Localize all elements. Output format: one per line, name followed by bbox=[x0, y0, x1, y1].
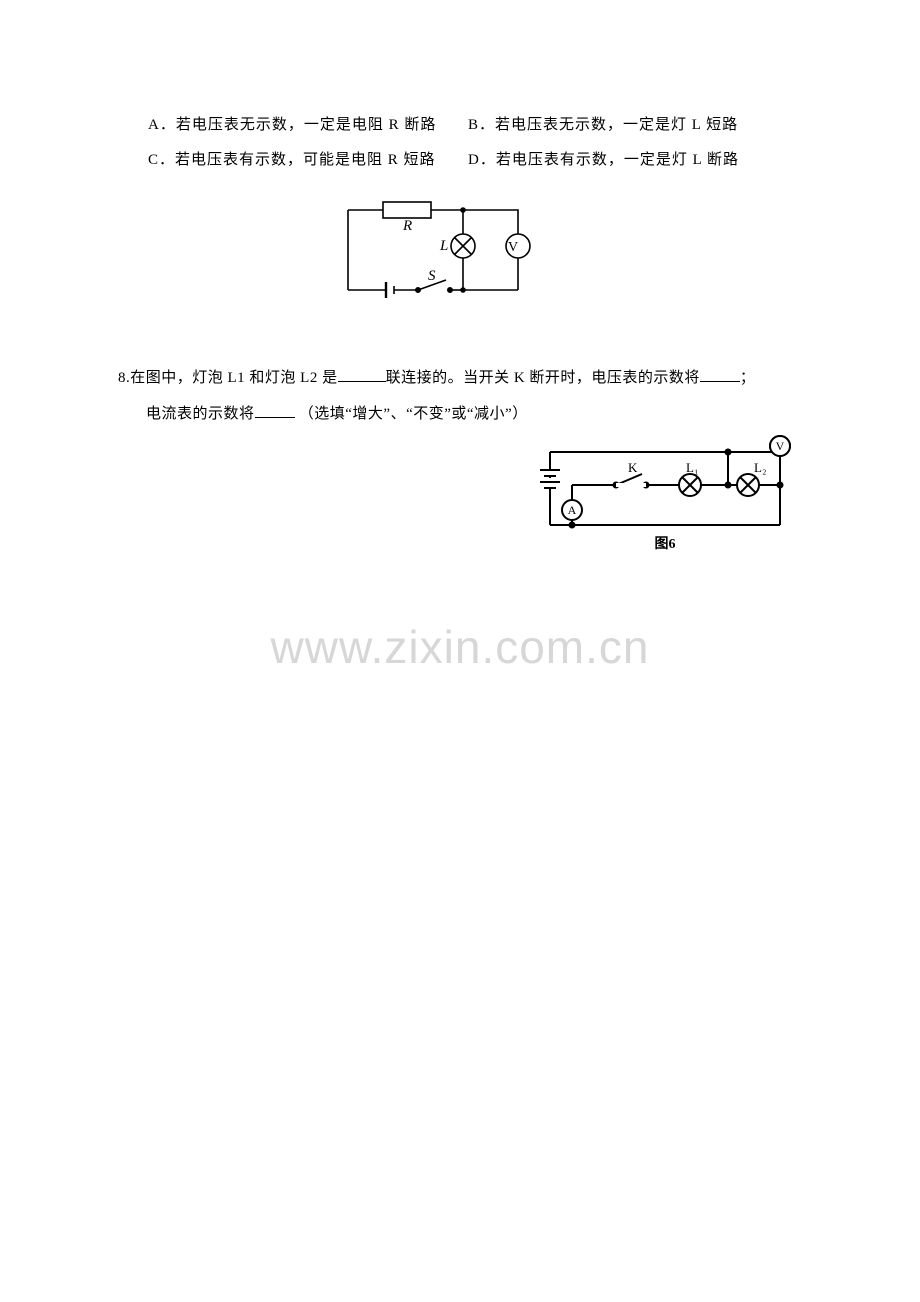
q8-line2-pre: 电流表的示数将 bbox=[146, 406, 255, 422]
q8-mid1: 联连接的。当开关 K 断开时，电压表的示数将 bbox=[386, 370, 700, 386]
option-c: C．若电压表有示数，可能是电阻 R 短路 bbox=[148, 143, 468, 178]
option-b: B．若电压表无示数，一定是灯 L 短路 bbox=[468, 108, 788, 143]
circuit-diagram-2: V A K L₁ L₂ 图6 bbox=[530, 430, 800, 570]
q8-prefix: 8.在图中，灯泡 L1 和灯泡 L2 是 bbox=[118, 370, 338, 386]
blank-2 bbox=[700, 368, 740, 383]
circuit-diagram-1: R L V S bbox=[328, 190, 548, 320]
blank-1 bbox=[338, 368, 386, 383]
option-d: D．若电压表有示数，一定是灯 L 断路 bbox=[468, 143, 788, 178]
label-s: S bbox=[428, 268, 436, 284]
page: A．若电压表无示数，一定是电阻 R 断路 B．若电压表无示数，一定是灯 L 短路… bbox=[0, 0, 920, 1302]
options-row-1: A．若电压表无示数，一定是电阻 R 断路 B．若电压表无示数，一定是灯 L 短路 bbox=[148, 108, 788, 143]
q8-line2-post: （选填“增大”、“不变”或“减小”） bbox=[299, 406, 528, 422]
q8-line1: 8.在图中，灯泡 L1 和灯泡 L2 是 联连接的。当开关 K 断开时，电压表的示… bbox=[118, 360, 798, 396]
label-l1: L₁ bbox=[686, 460, 698, 475]
label-l2: L₂ bbox=[754, 460, 766, 475]
label-v: V bbox=[508, 240, 518, 255]
watermark: www.zixin.com.cn bbox=[0, 620, 920, 674]
diagram2-caption: 图6 bbox=[655, 536, 676, 552]
question-8: 8.在图中，灯泡 L1 和灯泡 L2 是 联连接的。当开关 K 断开时，电压表的示… bbox=[118, 360, 798, 432]
label-l: L bbox=[439, 238, 448, 254]
label-r: R bbox=[402, 218, 412, 234]
option-a: A．若电压表无示数，一定是电阻 R 断路 bbox=[148, 108, 468, 143]
q8-mid1-tail: ； bbox=[740, 370, 756, 386]
options-block: A．若电压表无示数，一定是电阻 R 断路 B．若电压表无示数，一定是灯 L 短路… bbox=[148, 108, 788, 177]
q8-line2: 电流表的示数将 （选填“增大”、“不变”或“减小”） bbox=[118, 396, 798, 432]
label-a: A bbox=[568, 503, 577, 517]
label-k: K bbox=[628, 460, 638, 475]
options-row-2: C．若电压表有示数，可能是电阻 R 短路 D．若电压表有示数，一定是灯 L 断路 bbox=[148, 143, 788, 178]
label-v2: V bbox=[776, 439, 785, 453]
blank-3 bbox=[255, 404, 295, 419]
